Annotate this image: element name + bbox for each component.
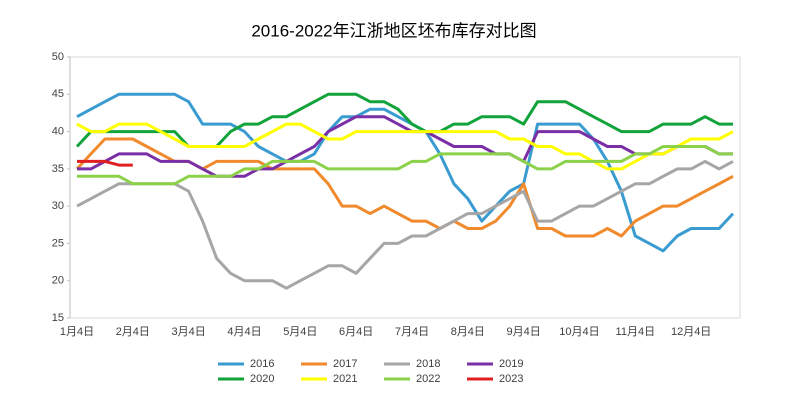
series-line [76, 159, 734, 290]
x-tick-label: 10月4日 [559, 326, 599, 338]
x-tick-label: 1月4日 [60, 326, 94, 338]
x-tick-label: 3月4日 [172, 326, 206, 338]
x-tick-label: 6月4日 [339, 326, 373, 338]
series-line [77, 159, 133, 167]
plot-area [69, 56, 741, 319]
y-tick-label: 35 [52, 163, 64, 175]
x-tick-label: 8月4日 [451, 326, 485, 338]
x-tick-label: 9月4日 [507, 326, 541, 338]
y-tick-label: 15 [52, 312, 64, 324]
y-tick-label: 25 [52, 237, 64, 249]
y-tick-label: 20 [52, 275, 64, 287]
y-tick-label: 40 [52, 125, 64, 137]
x-tick-label: 2月4日 [116, 326, 150, 338]
legend-label: 2020 [250, 373, 274, 385]
x-tick-label: 12月4日 [671, 326, 711, 338]
legend-label: 2021 [333, 373, 357, 385]
series-line [76, 92, 735, 253]
series-line [76, 122, 734, 171]
legend-label: 2016 [250, 358, 274, 370]
y-tick-label: 50 [52, 51, 64, 63]
legend-label: 2018 [416, 358, 440, 370]
series-line [77, 145, 733, 186]
legend-label: 2023 [499, 373, 523, 385]
series-line [77, 115, 733, 178]
y-tick-label: 30 [52, 200, 64, 212]
legend-label: 2017 [333, 358, 357, 370]
x-tick-label: 7月4日 [395, 326, 429, 338]
legend-label: 2022 [416, 373, 440, 385]
chart-title: 2016-2022年江浙地区坯布库存对比图 [251, 21, 536, 40]
x-tick-label: 4月4日 [227, 326, 261, 338]
x-tick-label: 11月4日 [616, 326, 656, 338]
legend-label: 2019 [499, 358, 523, 370]
y-tick-label: 45 [52, 88, 64, 100]
x-tick-label: 5月4日 [283, 326, 317, 338]
